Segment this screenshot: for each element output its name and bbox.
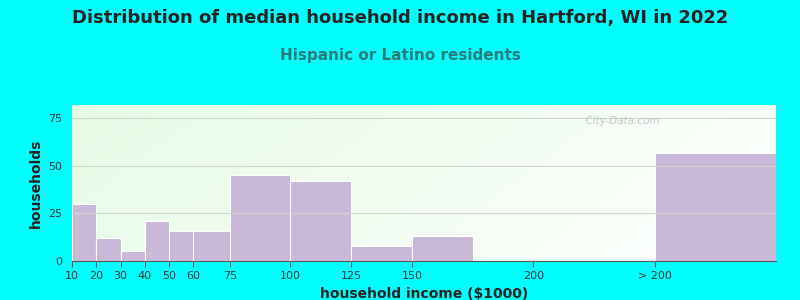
X-axis label: household income ($1000): household income ($1000) xyxy=(320,287,528,300)
Bar xyxy=(96,238,121,261)
Bar xyxy=(230,176,290,261)
Text: City-Data.com: City-Data.com xyxy=(579,116,659,126)
Bar xyxy=(121,251,145,261)
Bar xyxy=(145,221,169,261)
Bar xyxy=(351,246,412,261)
Text: Hispanic or Latino residents: Hispanic or Latino residents xyxy=(279,48,521,63)
Text: Distribution of median household income in Hartford, WI in 2022: Distribution of median household income … xyxy=(72,9,728,27)
Bar xyxy=(169,231,194,261)
Bar xyxy=(72,204,96,261)
Bar xyxy=(290,181,351,261)
Bar xyxy=(654,153,776,261)
Y-axis label: households: households xyxy=(29,138,42,228)
Bar xyxy=(412,236,473,261)
Bar xyxy=(194,231,230,261)
